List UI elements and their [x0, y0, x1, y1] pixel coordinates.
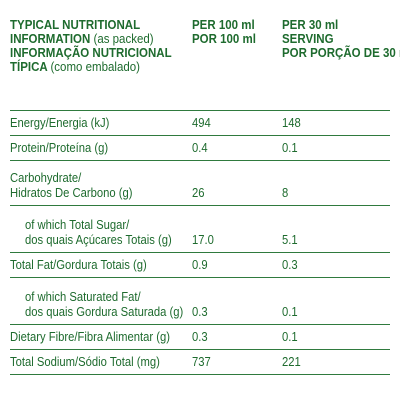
header-serving-pt: POR PORÇÃO DE 30 ml — [282, 46, 400, 60]
row-label-line: Energy/Energia (kJ) — [10, 116, 110, 130]
row-label-line: Carbohydrate/ — [10, 171, 82, 185]
header-note-en: (as packed) — [93, 32, 154, 46]
table-row-total-sodium: Total Sodium/Sódio Total (mg) 737 221 — [10, 350, 390, 375]
table-row-energy: Energy/Energia (kJ) 494 148 — [10, 110, 390, 136]
header-title-en-line1: TYPICAL NUTRITIONAL — [10, 18, 141, 32]
header-title-pt-line1: INFORMAÇÃO NUTRICIONAL — [10, 46, 172, 60]
row-label-line: of which Total Sugar/ — [25, 218, 130, 232]
row-serving-value: 221 — [282, 355, 301, 369]
header-serving-line1: PER 30 ml — [282, 18, 339, 32]
table-row-total-sugar: of which Total Sugar/ dos quais Açúcares… — [10, 206, 390, 253]
header-serving-column: PER 30 ml SERVING POR PORÇÃO DE 30 ml — [282, 18, 400, 60]
row-per100-value: 0.9 — [192, 258, 208, 272]
header-serving-line2: SERVING — [282, 32, 334, 46]
row-per100-value: 737 — [192, 355, 211, 369]
row-label: Energy/Energia (kJ) — [10, 116, 192, 135]
table-body: Energy/Energia (kJ) 494 148 Protein/Prot… — [10, 110, 390, 375]
row-per100-value: 0.3 — [192, 330, 208, 344]
row-label: of which Total Sugar/ dos quais Açúcares… — [10, 218, 192, 252]
header-title-pt-line2: TÍPICA (como embalado) — [10, 60, 140, 74]
row-label-line: Total Fat/Gordura Totais (g) — [10, 258, 147, 272]
header-per100-en: PER 100 ml — [192, 18, 255, 32]
table-row-dietary-fibre: Dietary Fibre/Fibra Alimentar (g) 0.3 0.… — [10, 325, 390, 350]
row-label: Total Fat/Gordura Totais (g) — [10, 258, 192, 277]
row-serving-value: 148 — [282, 116, 301, 130]
row-label: of which Saturated Fat/ dos quais Gordur… — [10, 290, 192, 324]
table-row-carbohydrate: Carbohydrate/ Hidratos De Carbono (g) 26… — [10, 161, 390, 206]
header-title-en-line2: INFORMATION (as packed) — [10, 32, 154, 46]
table-header: TYPICAL NUTRITIONAL INFORMATION (as pack… — [10, 18, 400, 110]
row-label: Total Sodium/Sódio Total (mg) — [10, 355, 192, 374]
row-per100-value: 17.0 — [192, 233, 214, 247]
row-label: Dietary Fibre/Fibra Alimentar (g) — [10, 330, 192, 349]
row-label-line: Dietary Fibre/Fibra Alimentar (g) — [10, 330, 171, 344]
row-label-line: Hidratos De Carbono (g) — [10, 186, 133, 200]
row-serving-value: 5.1 — [282, 233, 298, 247]
row-label-line: Total Sodium/Sódio Total (mg) — [10, 355, 160, 369]
row-per100-value: 0.4 — [192, 141, 208, 155]
row-serving-value: 8 — [282, 186, 289, 200]
nutrition-table: TYPICAL NUTRITIONAL INFORMATION (as pack… — [10, 18, 400, 375]
row-serving-value: 0.1 — [282, 330, 298, 344]
row-per100-value: 0.3 — [192, 305, 208, 319]
header-nutrient-column: TYPICAL NUTRITIONAL INFORMATION (as pack… — [10, 18, 180, 74]
row-per100-value: 494 — [192, 116, 211, 130]
header-per100-pt: POR 100 ml — [192, 32, 256, 46]
row-serving-value: 0.1 — [282, 305, 298, 319]
row-label: Protein/Proteína (g) — [10, 141, 192, 160]
header-note-pt: (como embalado) — [50, 60, 140, 74]
row-label: Carbohydrate/ Hidratos De Carbono (g) — [10, 171, 192, 205]
table-row-protein: Protein/Proteína (g) 0.4 0.1 — [10, 136, 390, 161]
row-serving-value: 0.1 — [282, 141, 298, 155]
table-row-total-fat: Total Fat/Gordura Totais (g) 0.9 0.3 — [10, 253, 390, 278]
row-label-line: dos quais Açúcares Totais (g) — [25, 233, 172, 247]
row-label-line: dos quais Gordura Saturada (g) — [25, 305, 184, 319]
row-label-line: of which Saturated Fat/ — [25, 290, 141, 304]
row-serving-value: 0.3 — [282, 258, 298, 272]
row-per100-value: 26 — [192, 186, 205, 200]
header-per-100ml-column: PER 100 ml POR 100 ml — [192, 18, 282, 46]
row-label-line: Protein/Proteína (g) — [10, 141, 109, 155]
table-row-saturated-fat: of which Saturated Fat/ dos quais Gordur… — [10, 278, 390, 325]
